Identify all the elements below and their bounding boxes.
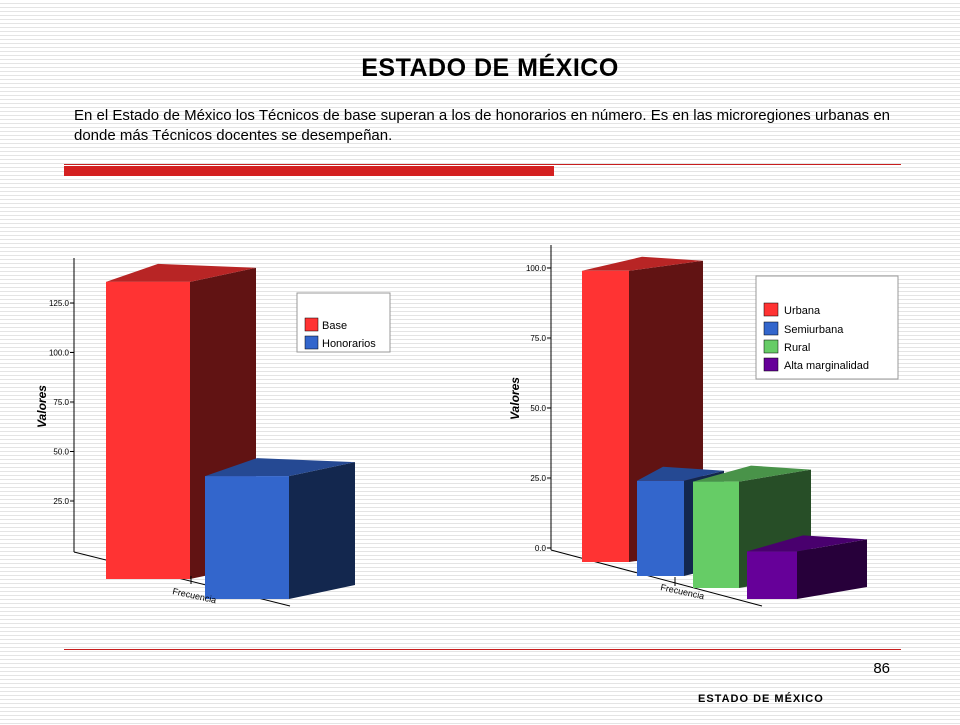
chart2-bar-alta-marginalidad (747, 535, 867, 599)
legend-swatch-semiurbana (763, 321, 779, 336)
chart2-bar-urbana-top (582, 256, 703, 271)
page-number: 86 (873, 660, 890, 677)
chart1-y-tick-label: 25.0 (53, 497, 69, 506)
legend-label-semiurbana: Semiurbana (784, 324, 844, 336)
header-rule-thick (64, 166, 554, 176)
chart2-y-label: Valores (508, 377, 522, 420)
chart2-y-tick-label: 50.0 (530, 404, 546, 413)
legend-swatch-base (304, 317, 319, 332)
chart2-bar-urbana-front (582, 270, 629, 562)
chart1-legend: Base Honorarios (296, 292, 391, 353)
chart2-y-tick-label: 100.0 (526, 264, 547, 273)
chart1-bar-honorarios-front (205, 476, 289, 599)
legend-swatch-urbana (763, 302, 779, 317)
footer-rule (64, 649, 901, 650)
chart1-bar-base-front (106, 281, 190, 579)
legend-label-honorarios: Honorarios (322, 338, 376, 350)
legend-swatch-honorarios (304, 335, 319, 350)
chart1-bar-honorarios-side (289, 462, 355, 599)
chart1-bar-honorarios-top (205, 458, 355, 477)
chart2-y-tick-label: 25.0 (530, 474, 546, 483)
chart1-y-tick-label: 50.0 (53, 448, 69, 457)
chart2-bars (582, 256, 867, 599)
legend-swatch-alta-marginalidad (763, 357, 779, 372)
chart2-y-tick-label: 75.0 (530, 334, 546, 343)
chart2-legend: Urbana Semiurbana Rural Alta marginalida… (755, 275, 899, 380)
chart2-bar-alta-marginalidad-side (797, 539, 867, 599)
chart1-y-tick-label: 100.0 (49, 349, 70, 358)
chart2-bar-semiurbana-front (637, 480, 684, 576)
footer-label: ESTADO DE MÉXICO (698, 693, 824, 705)
chart2-bar-rural-top (693, 465, 811, 482)
chart1-bars (106, 263, 355, 599)
chart1-y-tick-label: 75.0 (53, 398, 69, 407)
legend-label-base: Base (322, 320, 347, 332)
chart2-y-tick-label: 0.0 (535, 544, 547, 553)
chart2-y-ticks: 0.0 25.0 50.0 75.0 100.0 (526, 264, 551, 553)
chart2-bar-semiurbana-top (637, 466, 724, 481)
legend-label-urbana: Urbana (784, 305, 821, 317)
legend-label-alta-marginalidad: Alta marginalidad (784, 360, 869, 372)
chart1-y-ticks: 25.0 50.0 75.0 100.0 125.0 (49, 299, 74, 506)
chart1-y-label: Valores (35, 385, 49, 428)
header-rule-thin (64, 164, 901, 165)
chart1-bar-base-top (106, 263, 256, 282)
page-title: ESTADO DE MÉXICO (361, 54, 619, 82)
chart1-bar-honorarios (205, 458, 355, 599)
chart2-bar-rural-front (693, 481, 739, 588)
chart2-bar-alta-marginalidad-top (747, 535, 867, 552)
legend-swatch-rural (763, 339, 779, 354)
chart1-y-tick-label: 125.0 (49, 299, 70, 308)
chart2-bar-alta-marginalidad-front (747, 551, 797, 599)
legend-label-rural: Rural (784, 342, 810, 354)
page-description: En el Estado de México los Técnicos de b… (74, 107, 891, 144)
